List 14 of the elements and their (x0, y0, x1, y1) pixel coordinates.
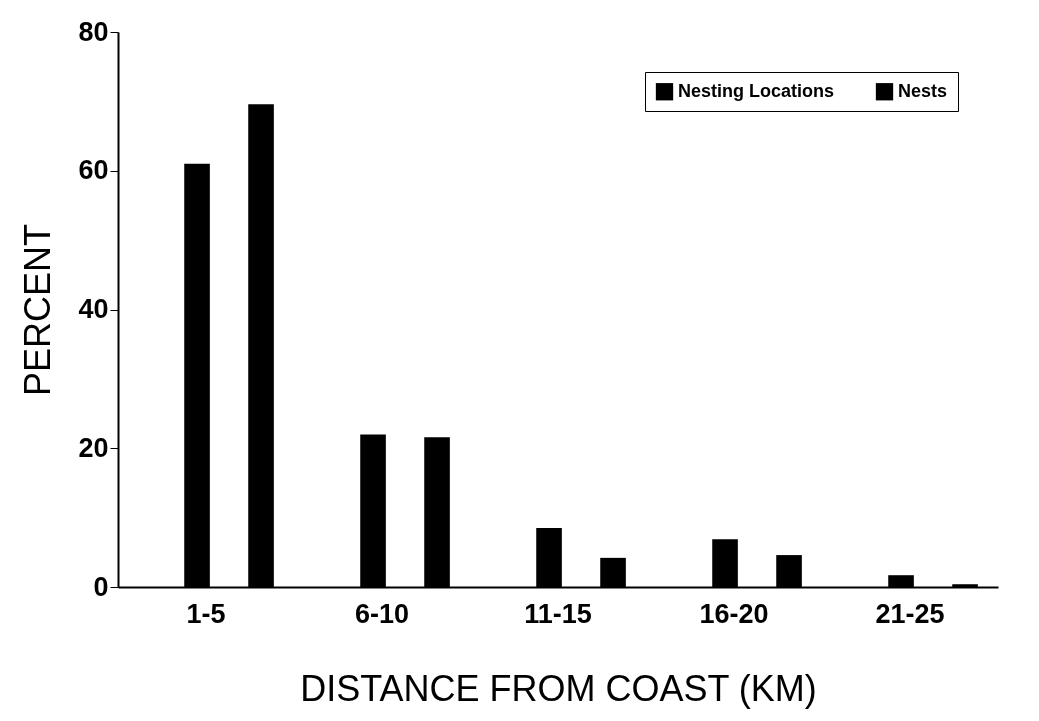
y-tick-label: 40 (78, 294, 109, 324)
x-axis-title: DISTANCE FROM COAST (KM) (300, 667, 817, 709)
legend-label: Nests (898, 80, 948, 101)
legend-label: Nesting Locations (678, 80, 835, 101)
x-tick-label: 16-20 (699, 598, 769, 629)
y-tick-label: 80 (78, 16, 109, 47)
y-axis-title: PERCENT (17, 223, 59, 397)
x-tick-label: 1-5 (186, 598, 226, 629)
y-tick-label: 60 (78, 155, 109, 186)
y-tick-label: 20 (78, 432, 109, 463)
x-tick-label: 21-25 (875, 598, 945, 629)
y-tick-label: 0 (93, 571, 109, 602)
x-tick-label: 6-10 (354, 598, 410, 629)
x-tick-label: 11-15 (524, 598, 592, 629)
